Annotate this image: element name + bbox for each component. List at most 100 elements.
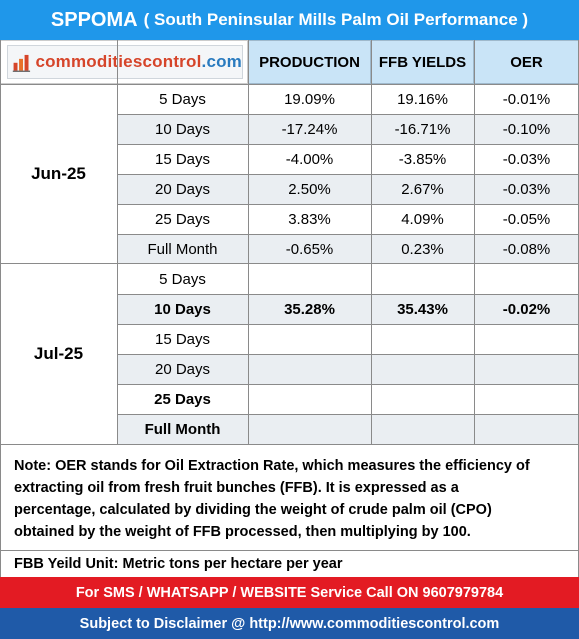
grid-line (0, 84, 579, 85)
period-cell: 5 Days (159, 270, 206, 288)
table-row: 5 Days 19.09% 19.16% -0.01% (0, 84, 579, 114)
oer-cell: -0.08% (474, 234, 579, 264)
col-header-production: PRODUCTION (248, 40, 371, 84)
production-cell (248, 384, 371, 414)
table-row: 20 Days 2.50% 2.67% -0.03% (0, 174, 579, 204)
oer-cell: -0.01% (502, 90, 551, 108)
ffb-cell (371, 414, 474, 444)
oer-cell (474, 384, 579, 414)
oer-cell: -0.05% (502, 210, 551, 228)
month-label: Jul-25 (0, 264, 117, 444)
col-header-ffb-yields: FFB YIELDS (371, 40, 474, 84)
ffb-cell: -3.85% (398, 150, 447, 168)
production-cell (248, 264, 371, 294)
period-cell: 20 Days (117, 174, 248, 204)
table-header-row: commoditiescontrol.com PRODUCTION FFB YI… (0, 40, 579, 84)
period-cell: Full Month (117, 234, 248, 264)
note-line: Note: OER stands for Oil Extraction Rate… (14, 458, 530, 474)
production-cell: 2.50% (248, 174, 371, 204)
note-line: extracting oil from fresh fruit bunches … (14, 480, 459, 496)
ffb-cell (371, 324, 474, 354)
table-row: 5 Days (0, 264, 579, 294)
grid-line (117, 144, 579, 145)
col-header-oer: OER (474, 40, 579, 84)
table-row: 25 Days 3.83% 4.09% -0.05% (0, 204, 579, 234)
service-bar[interactable]: For SMS / WHATSAPP / WEBSITE Service Cal… (0, 577, 579, 608)
period-cell: 5 Days (159, 90, 206, 108)
grid-line (117, 204, 579, 205)
disclaimer-text: Subject to Disclaimer @ (79, 615, 246, 632)
ffb-cell (371, 354, 474, 384)
ffb-cell: 35.43% (371, 294, 474, 324)
production-cell: -0.65% (248, 234, 371, 264)
table-row: 15 Days (0, 324, 579, 354)
grid-line (474, 40, 475, 444)
oer-cell (474, 264, 579, 294)
table-row: 10 Days -17.24% -16.71% -0.10% (0, 114, 579, 144)
production-cell: -4.00% (285, 150, 334, 168)
yield-unit-note: FBB Yeild Unit: Metric tons per hectare … (14, 556, 343, 572)
grid-line (0, 263, 579, 264)
oer-cell: -0.03% (474, 174, 579, 204)
logo-text: commoditiescontrol.com (35, 52, 242, 71)
grid-line (117, 174, 579, 175)
period-cell: 10 Days (117, 114, 248, 144)
oer-cell (474, 354, 579, 384)
website-link[interactable]: http://www.commoditiescontrol.com (249, 615, 500, 632)
grid-line (117, 234, 579, 235)
table-row: 20 Days (0, 354, 579, 384)
logo[interactable]: commoditiescontrol.com (7, 45, 243, 79)
grid-line (117, 414, 579, 415)
report-code: SPPOMA (50, 8, 138, 31)
ffb-cell: 0.23% (371, 234, 474, 264)
disclaimer-bar: Subject to Disclaimer @ http://www.commo… (0, 608, 579, 639)
logo-cell: commoditiescontrol.com (0, 40, 248, 84)
table-row: Full Month -0.65% 0.23% -0.08% (0, 234, 579, 264)
grid-line (117, 294, 579, 295)
service-text: For SMS / WHATSAPP / WEBSITE Service Cal… (75, 584, 419, 601)
production-cell: 3.83% (288, 210, 331, 228)
oer-cell (474, 414, 579, 444)
report-subtitle: ( South Peninsular Mills Palm Oil Perfor… (143, 10, 529, 29)
grid-line (117, 324, 579, 325)
production-cell (248, 354, 371, 384)
note-line: obtained by the weight of FFB processed,… (14, 524, 471, 540)
grid-line (117, 384, 579, 385)
grid-line (0, 444, 579, 445)
grid-line (117, 114, 579, 115)
ffb-cell: 19.16% (397, 90, 448, 108)
production-cell: -17.24% (248, 114, 371, 144)
title-bar: SPPOMA ( South Peninsular Mills Palm Oil… (0, 0, 579, 40)
month-label: Jun-25 (0, 84, 117, 264)
grid-line (117, 354, 579, 355)
ffb-cell: 4.09% (401, 210, 444, 228)
ffb-cell: 2.67% (371, 174, 474, 204)
ffb-cell (371, 384, 474, 414)
production-cell (248, 414, 371, 444)
grid-line (117, 40, 118, 444)
period-cell: 25 Days (154, 390, 211, 408)
period-cell: 15 Days (154, 150, 211, 168)
table-row: 15 Days -4.00% -3.85% -0.03% (0, 144, 579, 174)
period-cell: Full Month (117, 414, 248, 444)
period-cell: 10 Days (117, 294, 248, 324)
oer-cell (474, 324, 579, 354)
note-line: percentage, calculated by dividing the w… (14, 502, 492, 518)
table-row: 25 Days (0, 384, 579, 414)
grid-line (0, 550, 579, 551)
grid-line (0, 444, 1, 639)
production-cell: 19.09% (284, 90, 335, 108)
ffb-cell: -16.71% (371, 114, 474, 144)
period-cell: 20 Days (117, 354, 248, 384)
oer-cell: -0.10% (474, 114, 579, 144)
oer-cell: -0.03% (502, 150, 551, 168)
service-phone[interactable]: 9607979784 (422, 584, 504, 601)
building-chart-icon (12, 54, 31, 72)
period-cell: 25 Days (154, 210, 211, 228)
grid-line (0, 40, 1, 444)
production-cell (248, 324, 371, 354)
ffb-cell (371, 264, 474, 294)
oer-cell: -0.02% (474, 294, 579, 324)
table-row: Full Month (0, 414, 579, 444)
